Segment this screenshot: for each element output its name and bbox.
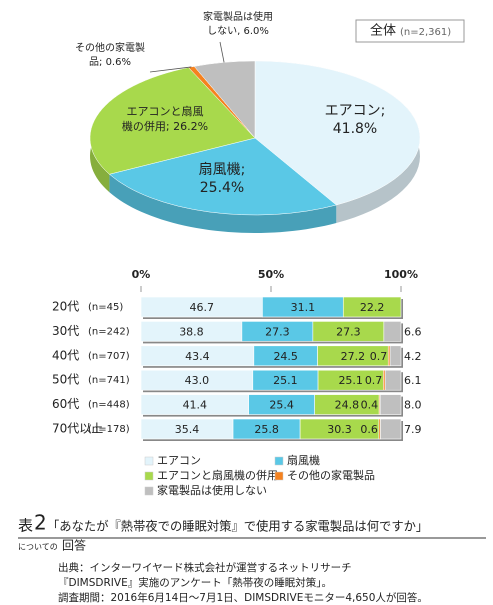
bar-segment [384,369,402,391]
caption-label: 表 [18,517,33,535]
x-tick-label: 100% [384,268,418,281]
callout-line [219,41,225,63]
row-n: (n=741) [88,375,130,386]
x-tick-label: 0% [132,268,151,281]
legend-label: エアコン [157,454,201,467]
caption-number: 2 [34,511,47,535]
value-label: 4.2 [404,350,422,363]
row-n: (n=242) [88,326,130,337]
source-line: 出典：インターワイヤード株式会社が運営するネットリサーチ [58,561,352,574]
bar-segment [342,296,402,318]
source-line: 『DIMSDRIVE』実施のアンケート「熱帯夜の睡眠対策」。 [58,576,332,589]
value-label: 35.4 [175,423,200,436]
value-label: 0.4 [361,399,379,412]
pie-label: 25.4% [200,180,244,196]
value-label: 24.5 [273,350,298,363]
caption-tail: 回答 [62,538,86,553]
value-label: 25.4 [269,399,294,412]
pie-slice [108,137,337,216]
legend-label: 家電製品は使用しない [157,483,267,497]
value-label: 25.1 [273,374,298,387]
row-label: 50代 [52,373,79,387]
caption-title: 「あなたが『熱帯夜での睡眠対策』で使用する家電製品は何ですか」 [47,519,428,534]
value-label: 24.8 [335,399,360,412]
value-label: 8.0 [404,399,422,412]
pie-label: 機の併用; 26.2% [122,119,208,133]
pie-label: 扇風機; [199,162,246,178]
legend-label: その他の家電製品 [287,468,375,482]
pie-label: エアコンと扇風 [127,104,204,118]
value-label: 0.6 [360,423,378,436]
legend-label: エアコンと扇風機の併用 [157,468,278,482]
badge-n: (n=2,361) [400,27,451,38]
badge: 全体 [370,23,396,39]
pie-label: 品; 0.6% [89,56,131,68]
row-label: 30代 [52,324,79,338]
row-label: 20代 [52,300,79,314]
row-label: 60代 [52,397,79,411]
value-label: 43.0 [185,374,210,387]
bar-segment [389,345,402,367]
value-label: 6.1 [404,374,422,387]
value-label: 25.1 [338,374,363,387]
legend-swatch [274,471,284,481]
bar-segment [383,321,402,342]
source-line: 調査期間：2016年6月14日～7月1日、DIMSDRIVEモニター4,650人… [58,591,428,604]
value-label: 7.9 [404,423,422,436]
pie-label: エアコン; [325,103,386,119]
caption-small: についての [18,543,58,552]
pie-label: しない, 6.0% [207,25,269,37]
x-tick-label: 50% [258,268,284,281]
pie-label: 41.8% [333,121,377,137]
row-label: 40代 [52,348,79,362]
legend-swatch [144,471,154,481]
value-label: 22.2 [360,301,385,314]
callout-line [149,66,192,73]
value-label: 0.7 [370,350,388,363]
row-n: (n=707) [88,351,130,362]
legend-swatch [274,456,284,466]
legend-swatch [144,456,154,466]
value-label: 41.4 [183,399,208,412]
value-label: 27.2 [341,350,366,363]
value-label: 31.1 [291,301,316,314]
legend-label: 扇風機 [287,453,320,467]
bar-segment [379,394,402,415]
pie-slice [89,67,256,175]
pie-slice [254,60,421,206]
pie-side [109,174,337,233]
value-label: 30.3 [327,423,352,436]
legend-swatch [144,486,154,496]
row-label: 70代以上 [52,422,103,436]
value-label: 27.3 [336,325,361,338]
value-label: 43.4 [185,350,210,363]
row-n: (n=448) [88,400,130,411]
badge-box [355,19,465,43]
pie-label: 家電製品は使用 [203,10,273,23]
value-label: 25.8 [254,423,279,436]
row-n: (n=45) [88,302,123,313]
pie-label: その他の家電製 [75,41,145,54]
bar-segment [380,418,402,440]
value-label: 38.8 [179,325,204,338]
value-label: 6.6 [404,325,422,338]
row-n: (n=178) [88,424,130,435]
value-label: 46.7 [189,301,214,314]
value-label: 0.7 [365,374,383,387]
value-label: 27.3 [265,325,290,338]
